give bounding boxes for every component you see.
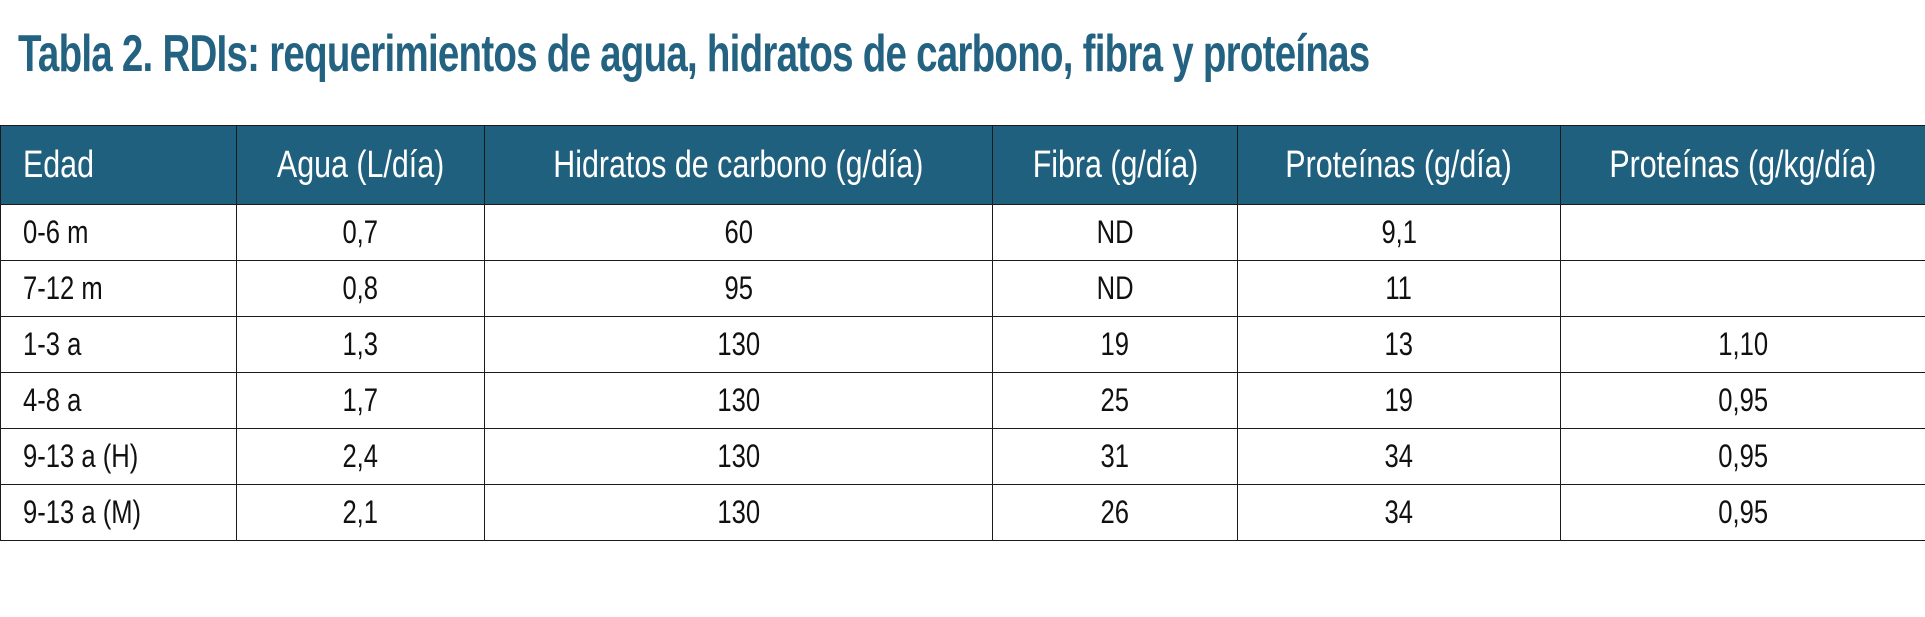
header-fibra: Fibra (g/día) <box>992 125 1238 205</box>
cell-proteinas-dia: 19 <box>1237 372 1561 429</box>
cell-hidratos: 130 <box>484 316 993 373</box>
cell-value: 13 <box>1384 326 1414 362</box>
cell-proteinas-dia: 34 <box>1237 484 1561 541</box>
cell-agua: 2,4 <box>236 428 485 485</box>
cell-value: 34 <box>1384 494 1414 530</box>
cell-proteinas-kg-dia: 0,95 <box>1560 428 1925 485</box>
table-row: 9-13 a (M) 2,1 130 26 34 0,95 <box>0 484 1925 541</box>
header-proteinas-kg-dia: Proteínas (g/kg/día) <box>1560 125 1925 205</box>
cell-value: 9-13 a (M) <box>23 494 142 530</box>
cell-proteinas-dia: 9,1 <box>1237 204 1561 261</box>
table-header: Edad Agua (L/día) Hidratos de carbono (g… <box>0 125 1925 205</box>
cell-edad: 9-13 a (M) <box>0 484 237 541</box>
header-row: Edad Agua (L/día) Hidratos de carbono (g… <box>0 125 1925 205</box>
header-proteinas-dia: Proteínas (g/día) <box>1237 125 1561 205</box>
cell-hidratos: 130 <box>484 484 993 541</box>
table-body: 0-6 m 0,7 60 ND 9,1 7-12 m 0,8 95 ND 11 … <box>0 204 1925 541</box>
cell-value: 95 <box>724 270 753 306</box>
cell-proteinas-kg-dia <box>1560 204 1925 261</box>
cell-value: ND <box>1096 214 1134 250</box>
cell-value: 31 <box>1100 438 1130 474</box>
cell-value: 9-13 a (H) <box>23 438 139 474</box>
cell-value: 11 <box>1385 270 1413 306</box>
cell-value: 60 <box>724 214 753 250</box>
cell-value: 2,1 <box>342 494 379 530</box>
cell-agua: 0,8 <box>236 260 485 317</box>
cell-fibra: 31 <box>992 428 1238 485</box>
cell-hidratos: 130 <box>484 372 993 429</box>
header-agua: Agua (L/día) <box>236 125 485 205</box>
cell-value: 34 <box>1384 438 1414 474</box>
cell-proteinas-kg-dia: 0,95 <box>1560 484 1925 541</box>
header-label: Edad <box>23 143 94 186</box>
cell-value: 2,4 <box>342 438 379 474</box>
cell-value: 0-6 m <box>23 214 89 250</box>
cell-value: 0,95 <box>1718 494 1768 530</box>
cell-value: 130 <box>717 382 760 418</box>
header-hidratos: Hidratos de carbono (g/día) <box>484 125 993 205</box>
cell-value: 0,8 <box>342 270 379 306</box>
cell-proteinas-dia: 13 <box>1237 316 1561 373</box>
cell-value: 19 <box>1384 382 1414 418</box>
cell-value: 7-12 m <box>23 270 103 306</box>
table-row: 0-6 m 0,7 60 ND 9,1 <box>0 204 1925 261</box>
rdi-table: Edad Agua (L/día) Hidratos de carbono (g… <box>0 125 1925 541</box>
cell-edad: 9-13 a (H) <box>0 428 237 485</box>
cell-edad: 4-8 a <box>0 372 237 429</box>
cell-value: 1,10 <box>1718 326 1768 362</box>
cell-value: 26 <box>1100 494 1130 530</box>
cell-value: 4-8 a <box>23 382 82 418</box>
table-title: Tabla 2. RDIs: requerimientos de agua, h… <box>18 25 1370 83</box>
header-edad: Edad <box>0 125 237 205</box>
cell-value: 19 <box>1100 326 1130 362</box>
cell-value: 0,95 <box>1718 382 1768 418</box>
cell-fibra: ND <box>992 260 1238 317</box>
table-row: 9-13 a (H) 2,4 130 31 34 0,95 <box>0 428 1925 485</box>
cell-fibra: 19 <box>992 316 1238 373</box>
cell-value: 9,1 <box>1381 214 1417 250</box>
header-label: Proteínas (g/día) <box>1285 143 1513 186</box>
table-row: 4-8 a 1,7 130 25 19 0,95 <box>0 372 1925 429</box>
cell-hidratos: 95 <box>484 260 993 317</box>
table-row: 1-3 a 1,3 130 19 13 1,10 <box>0 316 1925 373</box>
cell-value: 0,95 <box>1718 438 1768 474</box>
cell-agua: 2,1 <box>236 484 485 541</box>
cell-value: 1,3 <box>342 326 379 362</box>
cell-value: 130 <box>717 438 760 474</box>
cell-hidratos: 130 <box>484 428 993 485</box>
cell-edad: 0-6 m <box>0 204 237 261</box>
rdi-table-container: Edad Agua (L/día) Hidratos de carbono (g… <box>0 125 1925 541</box>
cell-fibra: ND <box>992 204 1238 261</box>
cell-agua: 1,3 <box>236 316 485 373</box>
cell-value: 130 <box>717 494 760 530</box>
cell-value: 130 <box>717 326 760 362</box>
header-label: Agua (L/día) <box>276 143 445 186</box>
header-label: Hidratos de carbono (g/día) <box>553 143 924 186</box>
cell-proteinas-dia: 34 <box>1237 428 1561 485</box>
cell-proteinas-dia: 11 <box>1237 260 1561 317</box>
cell-agua: 0,7 <box>236 204 485 261</box>
cell-value: 0,7 <box>342 214 379 250</box>
cell-fibra: 26 <box>992 484 1238 541</box>
table-row: 7-12 m 0,8 95 ND 11 <box>0 260 1925 317</box>
cell-fibra: 25 <box>992 372 1238 429</box>
cell-edad: 7-12 m <box>0 260 237 317</box>
cell-value: 25 <box>1100 382 1130 418</box>
cell-hidratos: 60 <box>484 204 993 261</box>
cell-proteinas-kg-dia: 0,95 <box>1560 372 1925 429</box>
cell-value: 1,7 <box>342 382 379 418</box>
cell-proteinas-kg-dia <box>1560 260 1925 317</box>
header-label: Proteínas (g/kg/día) <box>1609 143 1877 186</box>
cell-proteinas-kg-dia: 1,10 <box>1560 316 1925 373</box>
cell-value: ND <box>1096 270 1134 306</box>
cell-agua: 1,7 <box>236 372 485 429</box>
header-label: Fibra (g/día) <box>1032 143 1198 186</box>
cell-edad: 1-3 a <box>0 316 237 373</box>
cell-value: 1-3 a <box>23 326 82 362</box>
